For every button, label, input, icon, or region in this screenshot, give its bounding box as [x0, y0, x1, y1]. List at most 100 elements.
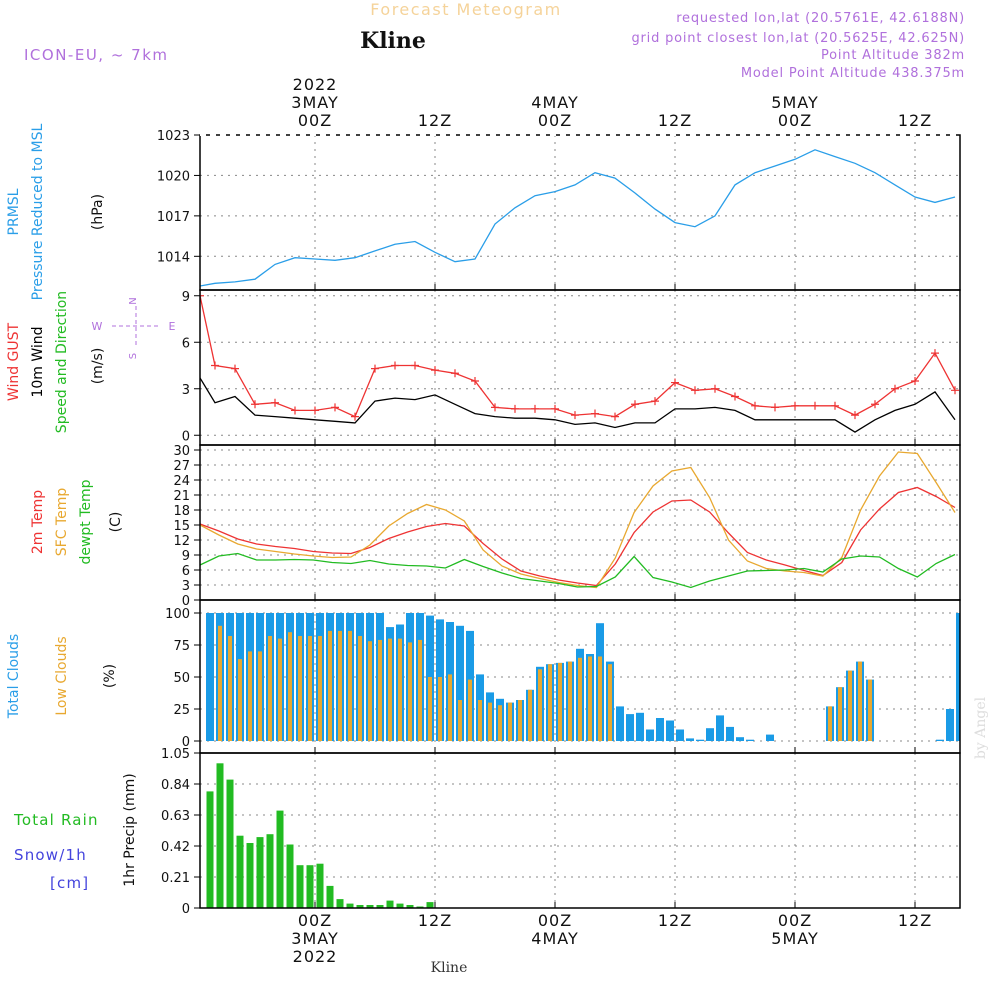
credit-watermark: by Angel [973, 696, 989, 759]
bar-low-clouds [408, 642, 412, 741]
time-axis-label: 2022 [293, 947, 338, 966]
time-axis-label: 00Z [298, 911, 332, 930]
wind-compass: N W E S [92, 297, 176, 359]
forecast-title: Forecast Meteogram [370, 0, 561, 19]
series-group [200, 451, 956, 589]
bar-total-rain [216, 763, 224, 908]
time-axis-label: 4MAY [531, 929, 578, 948]
gust-marker [311, 406, 319, 415]
bar-total-rain [346, 903, 354, 908]
footer-station: Kline [431, 960, 468, 976]
time-axis-label: 12Z [898, 111, 932, 130]
bar-total-clouds [456, 625, 464, 741]
gust-marker [731, 392, 739, 401]
bar-low-clouds [368, 641, 372, 741]
y-axis-label: (C) [108, 512, 124, 533]
gust-marker [200, 291, 204, 300]
bar-low-clouds [458, 700, 462, 741]
bar-total-rain [426, 902, 434, 908]
panel-series-label: 10m Wind [30, 326, 46, 397]
bar-low-clouds [388, 638, 392, 741]
panel-series-label: SFC Temp [54, 488, 70, 557]
gust-marker [671, 378, 679, 387]
bar-group [206, 613, 960, 741]
bar-total-clouds [726, 726, 734, 741]
gust-marker [611, 412, 619, 421]
bar-total-clouds [206, 613, 214, 741]
bar-total-rain [326, 885, 334, 908]
gust-marker [791, 401, 799, 410]
y-axis-label: 1hr Precip (mm) [122, 773, 138, 886]
bar-total-clouds [616, 706, 624, 741]
bar-total-clouds [946, 709, 954, 741]
panel-series-label: Snow/1h [14, 846, 87, 864]
panel-series-label: Pressure Reduced to MSL [30, 123, 46, 300]
gust-marker [871, 400, 879, 409]
bar-low-clouds [858, 661, 862, 741]
gust-marker [331, 403, 339, 412]
gust-marker [411, 361, 419, 370]
time-axis-label: 2022 [293, 75, 338, 94]
bar-low-clouds [528, 689, 532, 741]
bar-low-clouds [268, 636, 272, 741]
gust-marker [211, 361, 219, 370]
time-axis-label: 12Z [658, 911, 692, 930]
time-axis-label: 00Z [538, 111, 572, 130]
gust-marker [751, 401, 759, 410]
bar-total-rain [406, 905, 414, 908]
bar-total-rain [276, 810, 284, 908]
y-tick-label: 0.42 [161, 840, 190, 855]
gust-marker [931, 349, 939, 358]
gust-marker [491, 403, 499, 412]
bar-low-clouds [438, 677, 442, 741]
y-tick-label: 75 [173, 639, 190, 654]
bar-total-rain [226, 779, 234, 908]
bar-low-clouds [418, 639, 422, 741]
bar-total-rain [206, 791, 214, 908]
panel-series-label: [cm] [50, 874, 89, 892]
y-axis-label: (hPa) [90, 194, 106, 230]
panel-frame [199, 134, 961, 291]
panel-series-label: Wind GUST [6, 322, 22, 401]
y-tick-label: 21 [173, 489, 190, 504]
bar-low-clouds [508, 702, 512, 741]
bar-total-clouds [936, 739, 944, 741]
panel-series-label: 2m Temp [30, 490, 46, 554]
gust-marker [851, 411, 859, 420]
bar-low-clouds [848, 670, 852, 741]
gust-marker [391, 361, 399, 370]
y-tick-label: 15 [173, 519, 190, 534]
gust-marker [891, 384, 899, 393]
data-layer [200, 149, 960, 908]
gust-marker [511, 404, 519, 413]
series-group [200, 149, 956, 287]
gust-marker [271, 398, 279, 407]
grid-layer [200, 135, 960, 908]
time-axis-label: 12Z [658, 111, 692, 130]
bar-total-clouds [696, 739, 704, 741]
time-axis-label: 00Z [778, 111, 812, 130]
gust-marker [651, 397, 659, 406]
series-line-wind-gust [200, 295, 956, 418]
gust-marker [691, 386, 699, 395]
panel-frame [199, 289, 961, 446]
panel-series-label: Total Clouds [6, 634, 22, 719]
bar-total-rain [386, 900, 394, 908]
bar-low-clouds [348, 630, 352, 741]
y-tick-label: 6 [182, 564, 190, 579]
panel-frame [199, 444, 961, 601]
gust-marker [231, 364, 239, 373]
time-axis-label: 12Z [418, 111, 452, 130]
model-point-altitude: Model Point Altitude 438.375m [741, 66, 965, 81]
panel-series-label: Speed and Direction [54, 291, 70, 433]
bar-low-clouds [358, 636, 362, 741]
bar-low-clouds [378, 639, 382, 741]
bar-low-clouds [318, 636, 322, 741]
bar-low-clouds [558, 662, 562, 741]
time-axis-label: 5MAY [771, 929, 818, 948]
y-tick-label: 9 [182, 290, 190, 305]
bar-low-clouds [868, 679, 872, 741]
y-tick-label: 1023 [157, 129, 190, 144]
bar-low-clouds [428, 677, 432, 741]
bar-total-rain [366, 905, 374, 908]
